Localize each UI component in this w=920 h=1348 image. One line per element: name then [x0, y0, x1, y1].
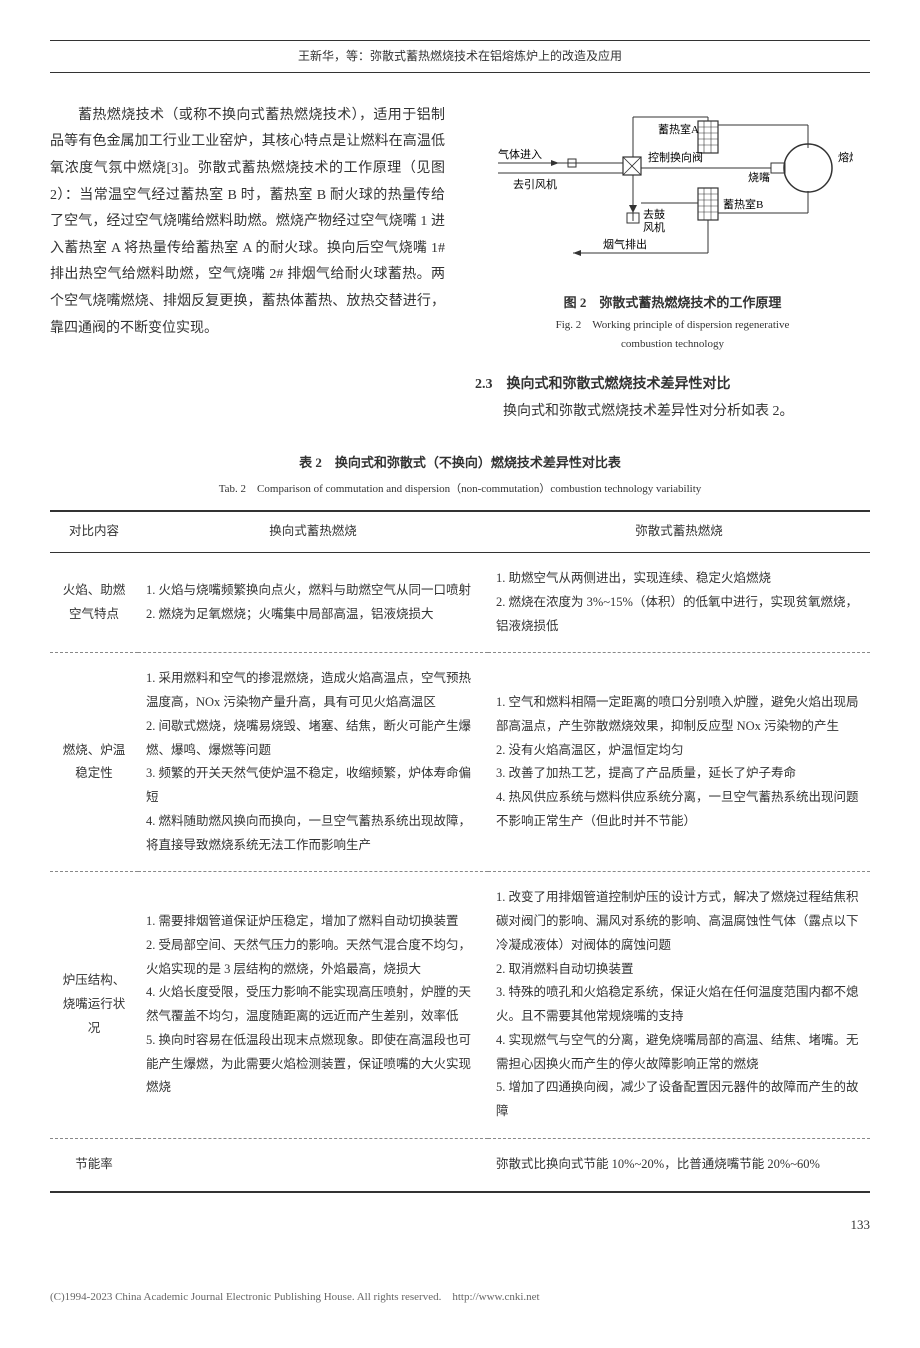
label-burner: 烧嘴 — [748, 171, 770, 184]
header-rule-bottom — [50, 72, 870, 73]
cell: 弥散式比换向式节能 10%~20%，比普通烧嘴节能 20%~60% — [488, 1138, 870, 1191]
left-column: 蓄热燃烧技术（或称不换向式蓄热燃烧技术），适用于铝制品等有色金属加工行业工业窑炉… — [50, 103, 445, 426]
copyright-footer: (C)1994-2023 China Academic Journal Elec… — [50, 1287, 870, 1308]
label-blower-2: 风机 — [643, 220, 665, 234]
cell: 1. 火焰与烧嘴频繁换向点火，燃料与助燃空气从同一口喷射2. 燃烧为足氧燃烧；火… — [138, 553, 488, 653]
table-row: 火焰、助燃空气特点 1. 火焰与烧嘴频繁换向点火，燃料与助燃空气从同一口喷射2.… — [50, 553, 870, 653]
figure-2-caption-zh: 图 2 弥散式蓄热燃烧技术的工作原理 — [475, 291, 870, 316]
header-rule-top — [50, 40, 870, 41]
cell: 炉压结构、烧嘴运行状况 — [50, 872, 138, 1139]
label-gas-in: 气体进入 — [498, 147, 542, 161]
cell: 1. 采用燃料和空气的掺混燃烧，造成火焰高温点，空气预热温度高，NOx 污染物产… — [138, 653, 488, 872]
table-row: 节能率 弥散式比换向式节能 10%~20%，比普通烧嘴节能 20%~60% — [50, 1138, 870, 1191]
label-chamber-a: 蓄热室A — [658, 122, 699, 136]
cell: 1. 改变了用排烟管道控制炉压的设计方式，解决了燃烧过程结焦积碳对阀门的影响、漏… — [488, 872, 870, 1139]
table-row: 燃烧、炉温稳定性 1. 采用燃料和空气的掺混燃烧，造成火焰高温点，空气预热温度高… — [50, 653, 870, 872]
label-blower-1: 去鼓 — [643, 207, 665, 221]
body-paragraph: 蓄热燃烧技术（或称不换向式蓄热燃烧技术），适用于铝制品等有色金属加工行业工业窑炉… — [50, 103, 445, 342]
table-row: 炉压结构、烧嘴运行状况 1. 需要排烟管道保证炉压稳定，增加了燃料自动切换装置2… — [50, 872, 870, 1139]
label-valve: 控制换向阀 — [648, 150, 703, 164]
table-2-caption-zh: 表 2 换向式和弥散式（不换向）燃烧技术差异性对比表 — [50, 451, 870, 476]
label-induced-fan: 去引风机 — [513, 177, 557, 191]
cell: 1. 助燃空气从两侧进出，实现连续、稳定火焰燃烧2. 燃烧在浓度为 3%~15%… — [488, 553, 870, 653]
table-header-row: 对比内容 换向式蓄热燃烧 弥散式蓄热燃烧 — [50, 511, 870, 552]
figure-2-caption-en-l1: Fig. 2 Working principle of dispersion r… — [475, 317, 870, 334]
page-number: 133 — [50, 1213, 870, 1238]
cell: 1. 需要排烟管道保证炉压稳定，增加了燃料自动切换装置2. 受局部空间、天然气压… — [138, 872, 488, 1139]
arrow-icon — [551, 160, 559, 166]
cell — [138, 1138, 488, 1191]
two-column-region: 蓄热燃烧技术（或称不换向式蓄热燃烧技术），适用于铝制品等有色金属加工行业工业窑炉… — [50, 103, 870, 426]
th-0: 对比内容 — [50, 511, 138, 552]
cell: 燃烧、炉温稳定性 — [50, 653, 138, 872]
label-furnace: 熔炼炉 — [838, 150, 853, 164]
label-flue-out: 烟气排出 — [603, 237, 647, 251]
section-2-3-heading: 2.3 换向式和弥散式燃烧技术差异性对比 — [475, 372, 870, 399]
th-2: 弥散式蓄热燃烧 — [488, 511, 870, 552]
cell: 1. 空气和燃料相隔一定距离的喷口分别喷入炉膛，避免火焰出现局部高温点，产生弥散… — [488, 653, 870, 872]
running-header: 王新华，等：弥散式蓄热燃烧技术在铝熔炼炉上的改造及应用 — [50, 45, 870, 68]
th-1: 换向式蓄热燃烧 — [138, 511, 488, 552]
right-column: 蓄热室A 熔炼炉 烧嘴 控制换向阀 — [475, 103, 870, 426]
label-chamber-b: 蓄热室B — [723, 197, 763, 211]
comparison-table: 对比内容 换向式蓄热燃烧 弥散式蓄热燃烧 火焰、助燃空气特点 1. 火焰与烧嘴频… — [50, 510, 870, 1192]
figure-2-caption-en-l2: combustion technology — [475, 336, 870, 353]
table-2: 表 2 换向式和弥散式（不换向）燃烧技术差异性对比表 Tab. 2 Compar… — [50, 451, 870, 1193]
arrow-left-icon — [573, 250, 581, 256]
arrow-down-icon — [629, 205, 637, 213]
figure-2: 蓄热室A 熔炼炉 烧嘴 控制换向阀 — [475, 113, 870, 353]
cell: 火焰、助燃空气特点 — [50, 553, 138, 653]
cell: 节能率 — [50, 1138, 138, 1191]
section-2-3-para: 换向式和弥散式燃烧技术差异性对分析如表 2。 — [475, 399, 870, 426]
table-2-caption-en: Tab. 2 Comparison of commutation and dis… — [50, 479, 870, 500]
figure-2-diagram: 蓄热室A 熔炼炉 烧嘴 控制换向阀 — [493, 113, 853, 283]
